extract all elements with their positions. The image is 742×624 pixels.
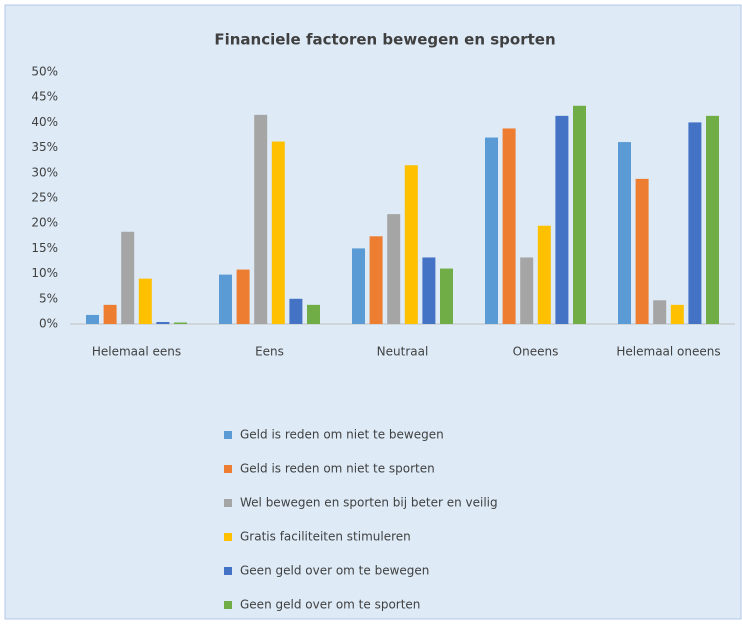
bar bbox=[520, 257, 534, 324]
bar bbox=[369, 236, 383, 324]
bar bbox=[271, 141, 285, 324]
bar bbox=[138, 278, 152, 324]
y-tick-label: 15% bbox=[31, 241, 58, 255]
x-tick-label: Helemaal oneens bbox=[616, 345, 720, 359]
bar bbox=[307, 304, 320, 324]
bar bbox=[573, 105, 586, 324]
x-tick-label: Oneens bbox=[513, 345, 559, 359]
bar bbox=[555, 115, 569, 325]
bar bbox=[635, 178, 649, 324]
bar bbox=[219, 274, 232, 324]
bar bbox=[688, 122, 702, 325]
legend-label: Geen geld over om te sporten bbox=[240, 598, 420, 612]
bar bbox=[121, 231, 135, 324]
legend-swatch bbox=[224, 499, 232, 507]
legend-swatch bbox=[224, 465, 232, 473]
bar bbox=[289, 298, 303, 324]
bar bbox=[670, 304, 684, 324]
bar bbox=[653, 300, 667, 324]
y-tick-label: 35% bbox=[31, 140, 58, 154]
bar bbox=[103, 304, 117, 324]
y-tick-label: 0% bbox=[39, 317, 58, 331]
bar bbox=[404, 165, 418, 324]
chart-title: Financiele factoren bewegen en sporten bbox=[214, 31, 555, 49]
y-tick-label: 20% bbox=[31, 216, 58, 230]
y-tick-label: 5% bbox=[39, 291, 58, 305]
bar bbox=[537, 225, 551, 324]
legend-label: Geld is reden om niet te sporten bbox=[240, 462, 435, 476]
legend-label: Gratis faciliteiten stimuleren bbox=[240, 530, 411, 544]
bar bbox=[387, 214, 401, 324]
bar bbox=[485, 137, 498, 324]
bar bbox=[440, 268, 453, 324]
bar bbox=[156, 321, 170, 324]
legend-swatch bbox=[224, 601, 232, 609]
y-tick-label: 45% bbox=[31, 90, 58, 104]
bar bbox=[174, 322, 187, 324]
bar bbox=[352, 248, 365, 324]
legend-label: Wel bewegen en sporten bij beter en veil… bbox=[240, 496, 498, 510]
y-tick-label: 25% bbox=[31, 191, 58, 205]
legend-label: Geld is reden om niet te bewegen bbox=[240, 428, 444, 442]
y-tick-label: 40% bbox=[31, 115, 58, 129]
bar bbox=[254, 114, 268, 324]
y-tick-label: 10% bbox=[31, 266, 58, 280]
legend-swatch bbox=[224, 533, 232, 541]
x-tick-label: Eens bbox=[255, 345, 284, 359]
x-tick-label: Neutraal bbox=[377, 345, 429, 359]
legend-swatch bbox=[224, 567, 232, 575]
bar bbox=[706, 115, 719, 325]
y-tick-label: 30% bbox=[31, 165, 58, 179]
bar bbox=[502, 128, 516, 324]
bar bbox=[236, 269, 250, 324]
bar bbox=[86, 314, 99, 324]
bar bbox=[618, 142, 631, 324]
legend-label: Geen geld over om te bewegen bbox=[240, 564, 429, 578]
x-tick-label: Helemaal eens bbox=[92, 345, 181, 359]
legend-swatch bbox=[224, 431, 232, 439]
y-tick-label: 50% bbox=[31, 65, 58, 79]
bar bbox=[422, 257, 436, 324]
